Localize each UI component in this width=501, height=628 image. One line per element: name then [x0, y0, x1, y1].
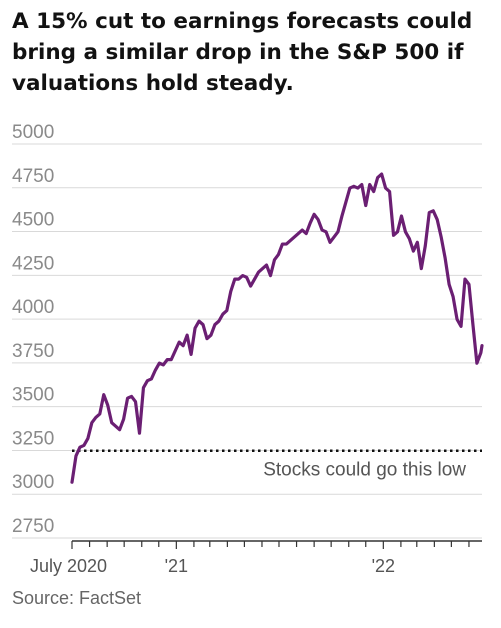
y-tick-label-3250: 3250	[12, 428, 54, 449]
x-tick-label-1: '21	[165, 556, 188, 576]
chart-title: A 15% cut to earnings forecasts could br…	[12, 9, 473, 96]
series-line-0	[70, 172, 484, 484]
y-tick-label-4250: 4250	[12, 253, 54, 274]
y-tick-label-5000: 5000	[12, 122, 54, 143]
reference-line-label: Stocks could go this low	[263, 460, 466, 481]
chart-source: Source: FactSet	[12, 588, 142, 608]
y-tick-label-3000: 3000	[12, 472, 54, 493]
x-axis: July 2020 '21 '22	[30, 540, 482, 576]
y-tick-labels: 2750 3000 3250 3500 3750 4000 4250 4500 4750 5000	[12, 122, 54, 537]
y-tick-label-4000: 4000	[12, 297, 54, 318]
reference-line-group: Stocks could go this low	[72, 449, 482, 481]
y-tick-label-3500: 3500	[12, 385, 54, 406]
x-tick-label-2: '22	[372, 556, 395, 576]
y-tick-label-2750: 2750	[12, 516, 54, 537]
y-tick-label-3750: 3750	[12, 341, 54, 362]
y-tick-label-4500: 4500	[12, 210, 54, 231]
y-tick-label-4750: 4750	[12, 166, 54, 187]
series-group	[70, 172, 484, 484]
x-tick-label-0: July 2020	[30, 556, 107, 576]
